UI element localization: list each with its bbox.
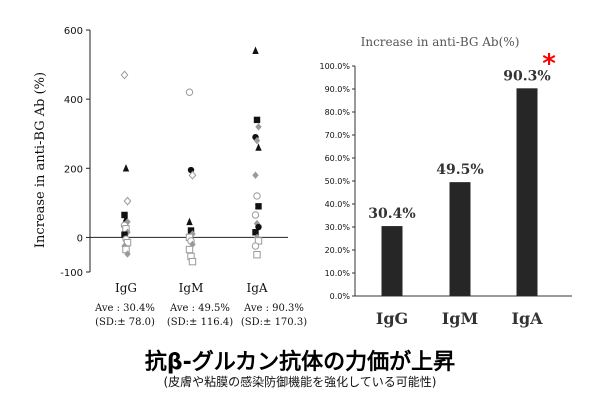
scatter-x-tick-iga: IgA [246, 281, 267, 295]
bar-igm [449, 182, 471, 296]
scatter-point-diamond [255, 123, 262, 131]
stats-igg: Ave : 30.4% (SD:± 78.0) [85, 302, 165, 330]
stats-iga-average: Ave : 90.3% [244, 303, 304, 314]
scatter-point-square-open [188, 257, 197, 266]
scatter-y-tick-label: 200 [64, 164, 83, 175]
significance-asterisk: * [542, 49, 556, 79]
scatter-y-tick-label: 400 [64, 95, 83, 106]
scatter-y-tick-label: 0 [77, 233, 83, 244]
bar-y-tick-label: 40.0% [325, 200, 351, 209]
bar-value-label-igg: 30.4% [368, 206, 415, 222]
bar-y-tick-label: 30.0% [325, 223, 351, 232]
bar-y-tick-label: 20.0% [325, 246, 351, 255]
caption-title: 抗β-グルカン抗体の力価が上昇 [144, 350, 456, 375]
stats-iga-sd: (SD:± 170.3) [240, 317, 308, 328]
scatter-point-diamond [189, 240, 196, 249]
scatter-x-tick-igg: IgG [115, 281, 137, 295]
scatter-point-diamond [252, 171, 259, 179]
bar-y-tick-label: 100.0% [319, 62, 350, 71]
stats-igg-average: Ave : 30.4% [95, 303, 155, 314]
scatter-point-circle-open [251, 211, 260, 219]
bar-x-tick-iga: IgA [511, 309, 543, 328]
bar-y-tick-label: 70.0% [325, 131, 351, 140]
scatter-point-triangle [122, 164, 130, 172]
scatter-point-square [253, 116, 261, 124]
bar-y-tick-label: 90.0% [325, 85, 351, 94]
scatter-point-triangle [186, 217, 193, 226]
scatter-point-diamond-open [123, 196, 132, 206]
bar-x-tick-igg: IgG [376, 309, 408, 328]
scatter-point-diamond [253, 136, 261, 145]
scatter-point-diamond [124, 250, 131, 258]
bar-y-tick-label: 10.0% [325, 269, 351, 278]
scatter-point-triangle [255, 143, 262, 151]
bar-x-tick-igm: IgM [442, 309, 478, 328]
bar-y-tick-label: 50.0% [325, 177, 351, 186]
bar-chart: Increase in anti-BG Ab(%) 0.0% 10.0% 20.0%… [319, 35, 572, 328]
caption-subtitle: (皮膚や粘膜の感染防御機能を強化している可能性) [163, 375, 437, 389]
bar-y-tick-label: 80.0% [325, 108, 351, 117]
scatter-y-axis-label: Increase in anti-BG Ab (%) [33, 72, 48, 248]
stats-igg-sd: (SD:± 78.0) [95, 317, 155, 328]
scatter-point-square-open [185, 245, 194, 254]
stats-igm: Ave : 49.5% (SD:± 116.4) [160, 302, 240, 330]
stats-igm-average: Ave : 49.5% [170, 303, 230, 314]
scatter-chart: -100 0 200 400 600 IgG IgM IgA Increase in anti… [33, 26, 288, 295]
bar-value-label-igm: 49.5% [436, 162, 483, 178]
scatter-point-circle-open [251, 242, 260, 250]
scatter-point-diamond [124, 218, 131, 226]
scatter-point-square [187, 227, 195, 234]
scatter-point-circle [255, 223, 262, 231]
scatter-point-square [252, 229, 259, 236]
bar-iga [516, 88, 538, 296]
bar-chart-title: Increase in anti-BG Ab(%) [361, 35, 520, 49]
scatter-point-circle-open [253, 192, 261, 200]
bar-value-label-iga: 90.3% [503, 68, 550, 84]
scatter-point-diamond-open [120, 70, 129, 80]
bar-y-tick-label: 60.0% [325, 154, 351, 163]
stats-iga: Ave : 90.3% (SD:± 170.3) [234, 302, 314, 330]
stats-igm-sd: (SD:± 116.4) [166, 317, 234, 328]
scatter-point-square [121, 231, 128, 238]
scatter-point-square-open [253, 251, 261, 259]
scatter-point-square [255, 203, 262, 210]
scatter-point-square [121, 211, 128, 219]
scatter-point-diamond-open [188, 170, 197, 180]
scatter-x-tick-igm: IgM [179, 281, 204, 295]
scatter-y-tick-label: 600 [64, 26, 83, 37]
bar-igg [381, 226, 403, 296]
bar-y-tick-label: 0.0% [330, 292, 351, 301]
scatter-point-circle-open [185, 88, 194, 96]
scatter-point-triangle [252, 46, 259, 54]
scatter-y-tick-label: -100 [60, 268, 83, 279]
